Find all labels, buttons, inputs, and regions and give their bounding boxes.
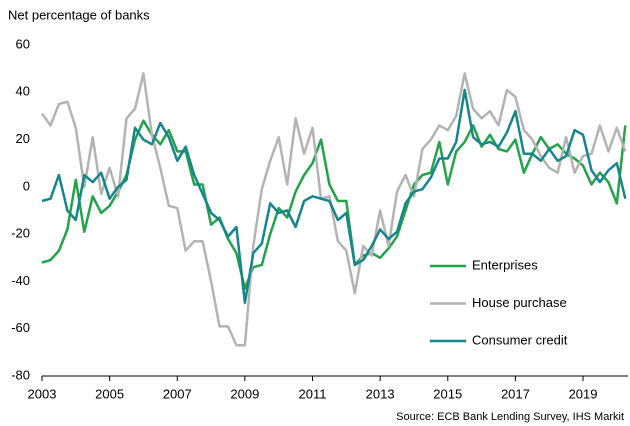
y-tick-label: -60 <box>11 320 30 335</box>
x-tick-label: 2009 <box>230 386 259 401</box>
x-tick-label: 2003 <box>28 386 57 401</box>
x-tick-label: 2013 <box>366 386 395 401</box>
line-series <box>41 119 627 290</box>
source: Source: ECB Bank Lending Survey, IHS Mar… <box>396 411 624 423</box>
y-tick-label: 40 <box>16 84 30 99</box>
x-tick-label: 2015 <box>433 386 462 401</box>
line-series <box>41 88 627 304</box>
x-tick-label: 2019 <box>569 386 598 401</box>
x-tick-label: 2011 <box>299 386 327 401</box>
x-tick-label: 2005 <box>95 386 124 401</box>
legend-label: Enterprises <box>472 257 538 272</box>
x-tick-label: 2007 <box>163 386 192 401</box>
y-tick-label: -80 <box>11 367 30 382</box>
line-series <box>40 72 627 347</box>
y-tick-label: 60 <box>16 36 30 51</box>
y-tick-label: 0 <box>23 178 30 193</box>
y-tick-label: 20 <box>16 131 30 146</box>
y-tick-label: -20 <box>11 226 30 241</box>
x-tick-label: 2017 <box>501 386 530 401</box>
legend-label: House purchase <box>472 295 567 310</box>
legend-label: Consumer credit <box>472 332 568 347</box>
y-axis-label: Net percentage of banks <box>8 7 150 22</box>
y-tick-label: -40 <box>11 273 30 288</box>
